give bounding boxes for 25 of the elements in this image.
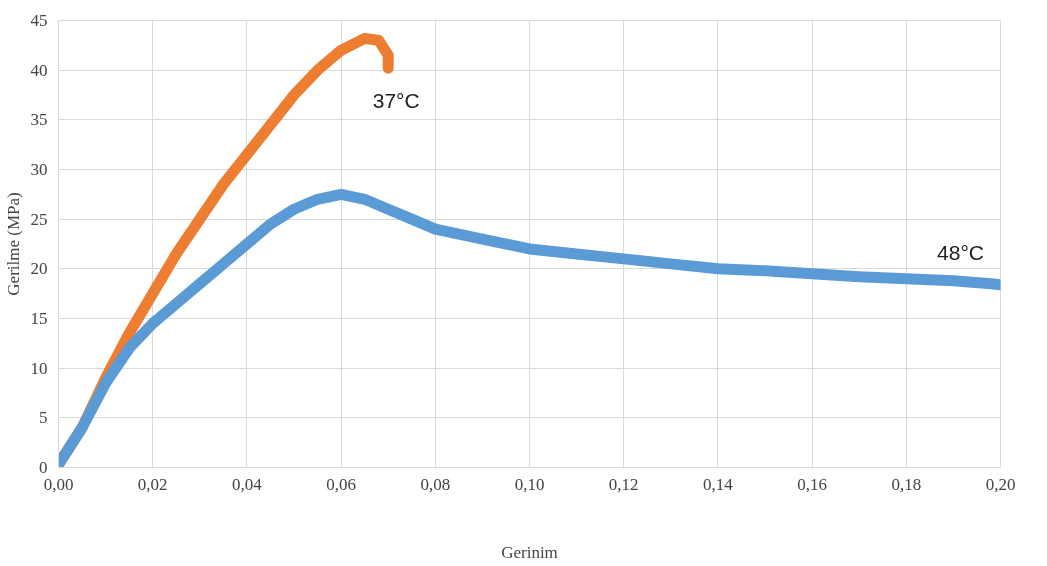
y-tick-label: 20 xyxy=(30,259,48,279)
y-tick-label: 15 xyxy=(30,309,48,328)
y-axis-title: Gerilme (MPa) xyxy=(3,192,23,296)
x-tick-label: 0,12 xyxy=(608,474,639,494)
x-tick-label: 0,04 xyxy=(232,474,263,494)
x-tick-label: 0,08 xyxy=(420,474,451,494)
x-tick-label: 0,14 xyxy=(703,474,734,494)
x-tick-label: 0,20 xyxy=(985,474,1016,494)
y-tick-label: 45 xyxy=(30,11,48,30)
x-tick-label: 0,18 xyxy=(891,474,922,494)
annotation: 48°C xyxy=(937,241,984,265)
x-tick-label: 0,10 xyxy=(514,474,545,494)
y-tick-label: 30 xyxy=(30,160,48,179)
y-tick-label: 35 xyxy=(30,110,48,130)
y-tick-label: 10 xyxy=(30,358,48,378)
x-axis-title: Gerinim xyxy=(501,542,558,562)
y-tick-label: 25 xyxy=(30,209,48,229)
x-tick-label: 0,02 xyxy=(137,474,168,494)
y-tick-label: 40 xyxy=(30,60,48,80)
annotation: 37°C xyxy=(372,88,420,112)
x-tick-label: 0,00 xyxy=(43,474,74,494)
y-tick-label: 5 xyxy=(39,408,48,428)
x-tick-label: 0,16 xyxy=(797,474,827,494)
y-tick-label: 0 xyxy=(39,458,48,477)
x-tick-label: 0,06 xyxy=(326,474,356,494)
